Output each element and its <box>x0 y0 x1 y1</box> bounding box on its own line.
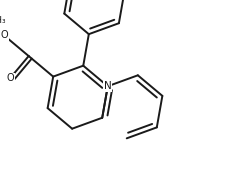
Text: O: O <box>0 31 8 41</box>
Text: CH₃: CH₃ <box>0 16 6 25</box>
Text: N: N <box>104 81 112 91</box>
Text: O: O <box>6 73 14 83</box>
